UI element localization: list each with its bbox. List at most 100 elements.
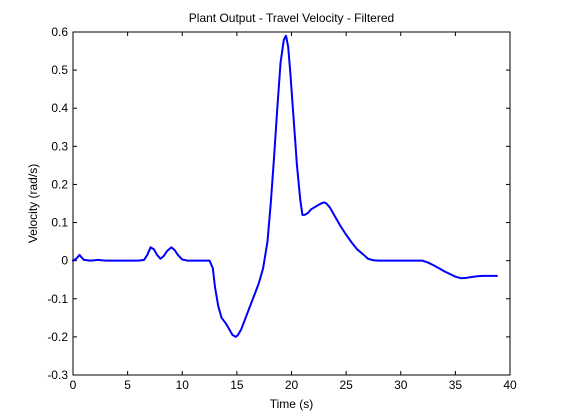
data-point — [266, 240, 269, 243]
data-point — [86, 259, 89, 262]
data-point — [296, 164, 298, 167]
y-tick-label: 0.6 — [51, 25, 68, 39]
data-point — [443, 270, 446, 273]
data-point — [97, 259, 99, 261]
data-point — [427, 261, 429, 264]
data-point — [378, 259, 380, 262]
data-point — [177, 254, 179, 256]
y-tick-label: 0.1 — [51, 216, 68, 230]
data-point — [80, 256, 83, 259]
data-point — [283, 38, 285, 41]
y-tick-label: 0.4 — [51, 101, 68, 115]
x-tick-label: 35 — [449, 378, 463, 392]
data-point — [237, 334, 239, 336]
y-tick-label: 0.2 — [51, 177, 68, 191]
data-point — [240, 328, 243, 331]
data-point — [220, 317, 223, 319]
data-point — [399, 259, 402, 262]
data-point — [487, 275, 489, 277]
data-point — [143, 259, 145, 261]
x-tick-label: 10 — [176, 378, 190, 392]
data-point — [208, 259, 211, 262]
x-tick-label: 15 — [230, 378, 244, 392]
data-point — [323, 201, 326, 204]
data-point — [438, 267, 440, 270]
x-tick-label: 30 — [394, 378, 408, 392]
data-point — [335, 217, 338, 220]
axis-ticks: 0 5 10 15 20 25 30 35 40 -0.3 -0.2 -0.1 0 0.1 0.2 0.3 0.… — [47, 25, 517, 392]
data-point — [476, 275, 479, 278]
data-point — [212, 267, 214, 270]
series-layer — [72, 34, 498, 338]
data-point — [421, 259, 424, 262]
data-point — [492, 275, 495, 277]
data-point — [262, 267, 264, 270]
y-tick-label: -0.1 — [47, 292, 68, 306]
data-point — [83, 259, 85, 261]
x-tick-label: 25 — [339, 378, 353, 392]
data-point — [481, 275, 484, 277]
data-point — [276, 107, 279, 110]
data-point — [181, 258, 184, 261]
data-point — [307, 212, 309, 214]
data-point — [279, 61, 282, 64]
data-point — [310, 208, 312, 211]
data-point — [389, 259, 391, 262]
data-point — [301, 214, 304, 216]
x-tick-label: 5 — [124, 378, 131, 392]
data-point — [234, 336, 237, 338]
data-point — [361, 253, 364, 255]
data-point — [214, 286, 216, 289]
data-point — [156, 254, 158, 256]
y-tick-label: 0 — [61, 254, 68, 268]
data-point — [289, 73, 292, 75]
data-point — [257, 282, 260, 285]
data-point — [416, 259, 418, 262]
y-tick-label: 0.3 — [51, 139, 68, 153]
data-point — [303, 214, 306, 216]
data-point — [273, 156, 275, 159]
data-point — [325, 202, 328, 205]
data-point — [94, 259, 96, 262]
data-point — [89, 259, 92, 262]
data-point — [328, 206, 331, 209]
data-point — [269, 202, 272, 205]
data-point — [299, 198, 302, 201]
y-tick-label: -0.3 — [47, 368, 68, 382]
chart-title: Plant Output - Travel Velocity - Filtere… — [189, 11, 394, 25]
data-point — [149, 246, 152, 249]
data-point — [460, 277, 462, 279]
x-tick-label: 40 — [503, 378, 517, 392]
data-point — [345, 233, 347, 236]
data-point — [496, 275, 498, 277]
data-point — [249, 305, 251, 308]
data-point — [203, 259, 205, 262]
data-point — [104, 259, 107, 262]
data-point — [316, 204, 319, 207]
data-point — [367, 257, 369, 260]
data-point — [449, 273, 451, 275]
data-point — [372, 259, 375, 262]
data-point — [162, 255, 165, 257]
x-tick-label: 20 — [285, 378, 299, 392]
data-point — [432, 264, 435, 267]
data-point — [320, 202, 322, 205]
data-point — [137, 259, 140, 262]
data-point — [356, 248, 358, 251]
data-point — [159, 257, 162, 260]
data-point — [170, 246, 173, 249]
data-point — [287, 46, 290, 49]
data-point — [225, 322, 227, 325]
data-point — [410, 259, 413, 262]
x-axis-label: Time (s) — [270, 397, 314, 411]
data-point — [339, 225, 342, 228]
data-point — [146, 254, 149, 256]
x-tick-label: 0 — [70, 378, 77, 392]
data-point — [197, 259, 200, 262]
data-point — [166, 250, 168, 252]
data-point — [350, 241, 353, 244]
data-point — [126, 259, 129, 262]
data-point — [231, 334, 234, 336]
data-point — [465, 277, 468, 279]
